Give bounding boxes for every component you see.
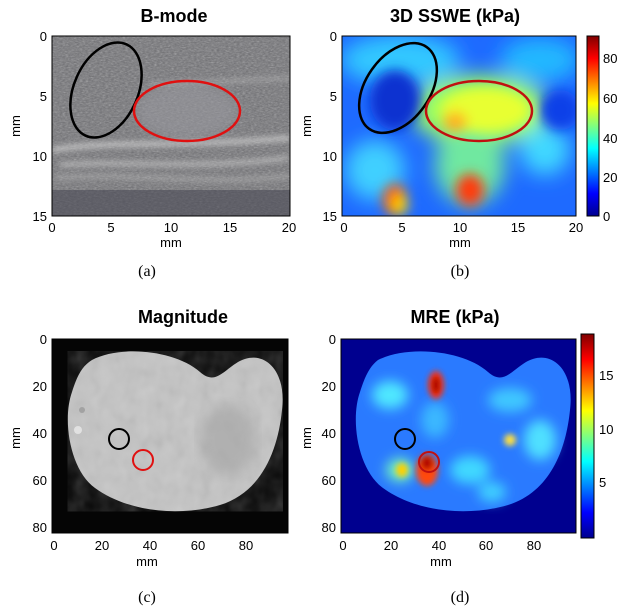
panel-a-caption: (a)	[138, 263, 156, 280]
xtick: 0	[339, 538, 346, 553]
panel-d-caption: (d)	[451, 589, 470, 606]
xtick: 0	[48, 220, 55, 235]
panel-d-ylabel: mm	[299, 427, 314, 449]
xtick: 60	[191, 538, 205, 553]
ytick: 40	[322, 426, 336, 441]
panel-b-xlabel: mm	[449, 235, 471, 250]
colorbar-tick: 60	[603, 91, 617, 106]
ytick: 0	[40, 332, 47, 347]
panel-d-title: MRE (kPa)	[410, 307, 499, 327]
ytick: 60	[322, 473, 336, 488]
xtick: 40	[143, 538, 157, 553]
panel-b-colorbar: 80 60 40 20 0	[586, 35, 617, 224]
panel-b-yticks: 0 5 10 15	[323, 29, 337, 224]
panel-c-caption: (c)	[138, 589, 156, 606]
region-roi-black	[394, 428, 416, 450]
xtick: 20	[569, 220, 583, 235]
ytick: 15	[323, 209, 337, 224]
xtick: 5	[107, 220, 114, 235]
xtick: 10	[164, 220, 178, 235]
panel-a-xlabel: mm	[160, 235, 182, 250]
panel-b-ylabel: mm	[299, 115, 314, 137]
colorbar-tick: 20	[603, 170, 617, 185]
colorbar-tick: 40	[603, 131, 617, 146]
xtick: 10	[453, 220, 467, 235]
panel-a-ylabel: mm	[8, 115, 23, 137]
ytick: 20	[33, 379, 47, 394]
panel-b-title: 3D SSWE (kPa)	[390, 6, 520, 26]
colorbar-tick: 80	[603, 51, 617, 66]
ytick: 80	[322, 520, 336, 535]
panel-a: B-mode 0 5 10 15 0 5 10 15	[8, 6, 296, 280]
ytick: 5	[330, 89, 337, 104]
panel-c-xlabel: mm	[136, 554, 158, 569]
xtick: 80	[527, 538, 541, 553]
panel-b: 3D SSWE (kPa)	[299, 6, 617, 280]
ytick: 80	[33, 520, 47, 535]
region-roi-red	[424, 79, 534, 143]
panel-d-yticks: 0 20 40 60 80	[322, 332, 336, 535]
xtick: 0	[50, 538, 57, 553]
ytick: 0	[330, 29, 337, 44]
ytick: 40	[33, 426, 47, 441]
region-roi-black	[357, 41, 439, 135]
panel-a-xticks: 0 5 10 15 20	[48, 220, 296, 235]
panel-d: MRE (kPa)	[299, 307, 613, 606]
ytick: 10	[323, 149, 337, 164]
ytick: 60	[33, 473, 47, 488]
colorbar-tick: 15	[599, 368, 613, 383]
panel-d-xticks: 0 20 40 60 80	[339, 538, 541, 553]
panel-c-xticks: 0 20 40 60 80	[50, 538, 253, 553]
colorbar-tick: 5	[599, 475, 606, 490]
panel-d-colorbar: 15 10 5	[580, 333, 613, 539]
colorbar-tick: 0	[603, 209, 610, 224]
panel-a-title: B-mode	[141, 6, 208, 26]
xtick: 80	[239, 538, 253, 553]
xtick: 40	[432, 538, 446, 553]
panel-c-ylabel: mm	[8, 427, 23, 449]
colorbar-tick: 10	[599, 422, 613, 437]
ytick: 10	[33, 149, 47, 164]
ytick: 0	[329, 332, 336, 347]
sswe-heatmap	[342, 36, 576, 216]
xtick: 60	[479, 538, 493, 553]
mre-heatmap	[341, 339, 576, 533]
region-roi-red	[132, 449, 154, 471]
panel-c: Magnitude 0 20 40 60 80 0 20 40 60 80 mm…	[8, 307, 289, 606]
region-roi-black	[108, 428, 130, 450]
magnitude-image	[52, 339, 288, 533]
bmode-image	[52, 36, 290, 216]
xtick: 20	[95, 538, 109, 553]
xtick: 15	[511, 220, 525, 235]
panel-b-xticks: 0 5 10 15 20	[340, 220, 583, 235]
region-roi-red	[132, 79, 242, 143]
region-roi-red	[418, 451, 440, 473]
xtick: 5	[398, 220, 405, 235]
xtick: 0	[340, 220, 347, 235]
xtick: 20	[282, 220, 296, 235]
panel-a-yticks: 0 5 10 15	[33, 29, 47, 224]
ytick: 5	[40, 89, 47, 104]
xtick: 20	[384, 538, 398, 553]
ytick: 0	[40, 29, 47, 44]
ytick: 20	[322, 379, 336, 394]
panel-c-yticks: 0 20 40 60 80	[33, 332, 47, 535]
panel-b-caption: (b)	[451, 263, 470, 280]
panel-c-title: Magnitude	[138, 307, 228, 327]
ytick: 15	[33, 209, 47, 224]
xtick: 15	[223, 220, 237, 235]
panel-d-xlabel: mm	[430, 554, 452, 569]
